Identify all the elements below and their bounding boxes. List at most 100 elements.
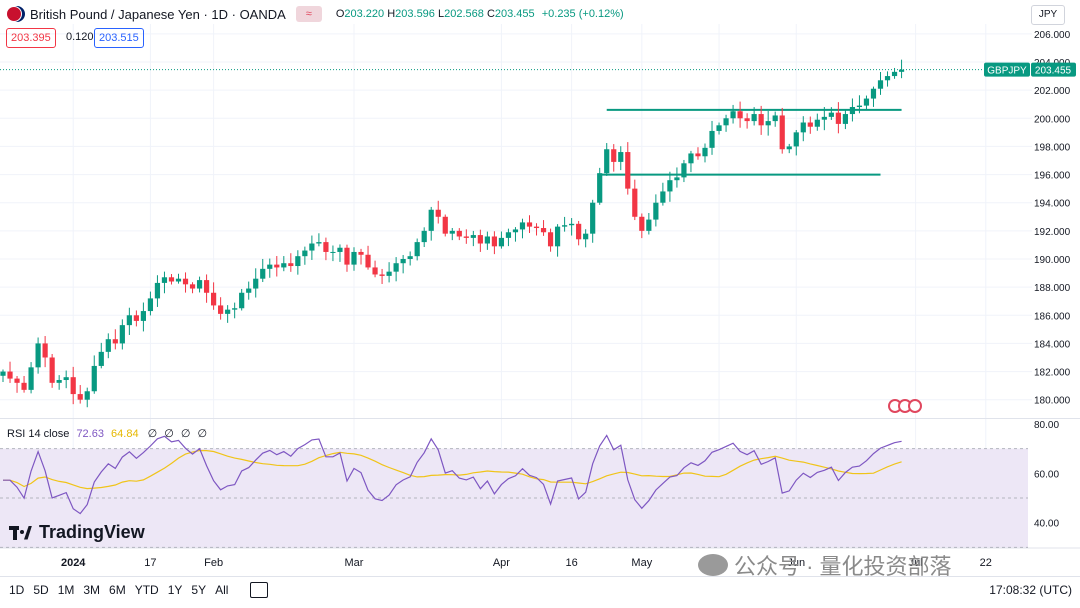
- price-tick-label: 188.000: [1034, 283, 1071, 294]
- candle-body: [0, 371, 6, 376]
- rsi-tick-label: 60.00: [1034, 469, 1059, 480]
- candle-body: [98, 351, 104, 366]
- candle-body: [21, 382, 27, 390]
- candle-body: [547, 232, 554, 247]
- timeframe-all[interactable]: All: [215, 583, 229, 597]
- candle-body: [863, 98, 870, 106]
- price-tick-label: 194.000: [1034, 199, 1071, 210]
- ohlc-values: O203.220 H203.596 L202.568 C203.455 +0.2…: [336, 8, 624, 20]
- candle-body: [660, 191, 666, 203]
- candle-body: [337, 247, 343, 252]
- timeframe-1y[interactable]: 1Y: [167, 583, 183, 597]
- candle-body: [576, 223, 582, 240]
- timeframe-3m[interactable]: 3M: [83, 583, 101, 597]
- rsi-value: 72.63: [76, 428, 104, 440]
- candle-body: [737, 111, 743, 119]
- timeframe-1d[interactable]: 1D: [9, 583, 25, 597]
- time-tick-label: Feb: [204, 557, 223, 569]
- candle-body: [554, 226, 561, 247]
- rsi-ma-value: 64.84: [111, 428, 139, 440]
- price-tick-label: 180.000: [1034, 396, 1071, 407]
- price-tick-label: 202.000: [1034, 86, 1071, 97]
- time-tick-label: 17: [144, 557, 156, 569]
- rsi-legend[interactable]: RSI 14 close 72.63 64.84 ∅ ∅ ∅ ∅: [7, 427, 209, 440]
- event-flag-icon[interactable]: [908, 399, 922, 413]
- high-label: H: [387, 8, 396, 20]
- timeframe-ytd[interactable]: YTD: [134, 583, 159, 597]
- candle-body: [723, 118, 729, 126]
- candle-body: [253, 278, 259, 289]
- candle-body: [281, 263, 287, 268]
- candle-body: [246, 288, 252, 293]
- buy-button[interactable]: 203.515: [94, 28, 144, 48]
- candle-body: [449, 230, 455, 234]
- candle-body: [302, 250, 308, 257]
- candle-body: [611, 149, 617, 162]
- candle-body: [646, 219, 652, 231]
- symbol-tag: [984, 62, 1030, 77]
- time-tick-label: Jun: [787, 557, 805, 569]
- price-tick-label: 206.000: [1034, 30, 1071, 41]
- timeframe-5d[interactable]: 5D: [33, 583, 49, 597]
- sell-button[interactable]: 203.395: [6, 28, 56, 48]
- candle-body: [428, 209, 434, 231]
- high-value: 203.596: [395, 8, 435, 20]
- candle-body: [84, 391, 90, 400]
- candle-body: [175, 278, 182, 282]
- candle-body: [323, 242, 329, 252]
- candle-body: [161, 277, 168, 283]
- candle-body: [203, 280, 210, 293]
- candle-body: [519, 222, 526, 230]
- timeframe-6m[interactable]: 6M: [109, 583, 126, 597]
- candle-body: [891, 71, 898, 77]
- candle-body: [744, 118, 750, 122]
- compare-icon[interactable]: ≈: [295, 6, 322, 22]
- candle-body: [196, 280, 203, 289]
- candle-body: [505, 232, 512, 238]
- candle-body: [239, 292, 245, 309]
- candle-body: [105, 339, 111, 352]
- time-tick-label: May: [631, 557, 652, 569]
- price-tick-label: 200.000: [1034, 114, 1071, 125]
- candle-body: [779, 115, 785, 150]
- candle-body: [351, 251, 357, 265]
- tradingview-logo[interactable]: TradingView: [9, 522, 145, 543]
- candle-body: [835, 112, 841, 124]
- rsi-band: [0, 448, 1028, 548]
- candle-body: [330, 251, 336, 253]
- candle-body: [625, 152, 631, 189]
- candle-body: [730, 111, 736, 119]
- symbol-title[interactable]: British Pound / Japanese Yen · 1D · OAND…: [30, 6, 286, 22]
- gbpjpy-flag-icon: [6, 6, 22, 22]
- calendar-icon[interactable]: [250, 582, 269, 598]
- wechat-icon: [698, 554, 728, 576]
- candle-body: [77, 394, 83, 400]
- clock[interactable]: 17:08:32 (UTC): [989, 583, 1072, 597]
- candle-body: [119, 325, 125, 344]
- price-tick-label: 184.000: [1034, 339, 1071, 350]
- candle-body: [751, 114, 757, 122]
- candle-body: [639, 216, 645, 231]
- event-badges[interactable]: [888, 399, 922, 413]
- rsi-tick-label: 40.00: [1034, 519, 1059, 530]
- candle-body: [28, 367, 34, 390]
- timeframe-1m[interactable]: 1M: [57, 583, 75, 597]
- candle-body: [604, 149, 610, 174]
- candle-body: [112, 339, 118, 344]
- currency-selector[interactable]: JPY: [1031, 5, 1065, 25]
- candle-body: [182, 278, 189, 285]
- watermark-text: 公众号 · 量化投资部落: [734, 554, 952, 579]
- timeframe-5y[interactable]: 5Y: [191, 583, 207, 597]
- candle-body: [126, 315, 132, 326]
- candle-body: [147, 298, 154, 312]
- time-tick-label: 16: [565, 557, 577, 569]
- candle-body: [70, 377, 76, 395]
- candle-body: [456, 230, 462, 237]
- candle-body: [400, 258, 406, 264]
- price-tick-label: 190.000: [1034, 255, 1071, 266]
- candle-body: [597, 173, 603, 203]
- candle-body: [393, 263, 399, 272]
- low-value: 202.568: [444, 8, 484, 20]
- candle-body: [688, 153, 694, 164]
